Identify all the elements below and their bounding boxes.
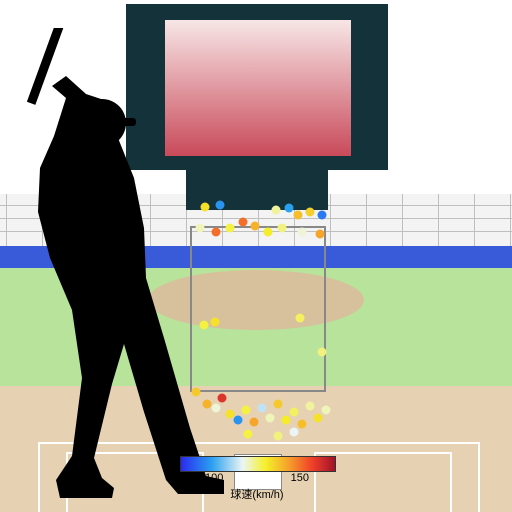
pitch-dot — [298, 228, 307, 237]
pitch-dot — [285, 204, 294, 213]
pitch-dot — [314, 414, 323, 423]
pitch-dot — [274, 432, 283, 441]
pitch-location-chart: 100 150 球速(km/h) — [0, 0, 512, 512]
pitch-dot — [242, 406, 251, 415]
pitch-dot — [272, 206, 281, 215]
pitch-dot — [234, 416, 243, 425]
pitch-dot — [278, 224, 287, 233]
pitch-dot — [244, 430, 253, 439]
colorbar-tick: 100 — [205, 472, 223, 484]
colorbar-label: 球速(km/h) — [230, 486, 283, 502]
seat-col — [330, 194, 331, 246]
speed-colorbar — [180, 456, 336, 472]
seat-col — [510, 194, 511, 246]
pitch-dot — [322, 406, 331, 415]
pitch-dot — [318, 348, 327, 357]
seat-col — [402, 194, 403, 246]
pitch-dot — [274, 400, 283, 409]
pitch-dot — [282, 416, 291, 425]
seat-col — [474, 194, 475, 246]
pitch-dot — [294, 211, 303, 220]
pitch-dot — [266, 414, 275, 423]
pitch-dot — [290, 408, 299, 417]
pitch-dot — [290, 428, 299, 437]
colorbar-tick: 150 — [291, 472, 309, 484]
pitch-dot — [306, 208, 315, 217]
pitch-dot — [251, 222, 260, 231]
pitch-dot — [250, 418, 259, 427]
pitch-dot — [296, 314, 305, 323]
pitch-dot — [226, 224, 235, 233]
batter-silhouette — [0, 28, 224, 498]
pitch-dot — [239, 218, 248, 227]
pitch-dot — [318, 211, 327, 220]
pitch-dot — [264, 228, 273, 237]
seat-col — [366, 194, 367, 246]
pitch-dot — [316, 230, 325, 239]
pitch-dot — [258, 404, 267, 413]
pitch-dot — [298, 420, 307, 429]
pitch-dot — [306, 402, 315, 411]
seat-col — [438, 194, 439, 246]
